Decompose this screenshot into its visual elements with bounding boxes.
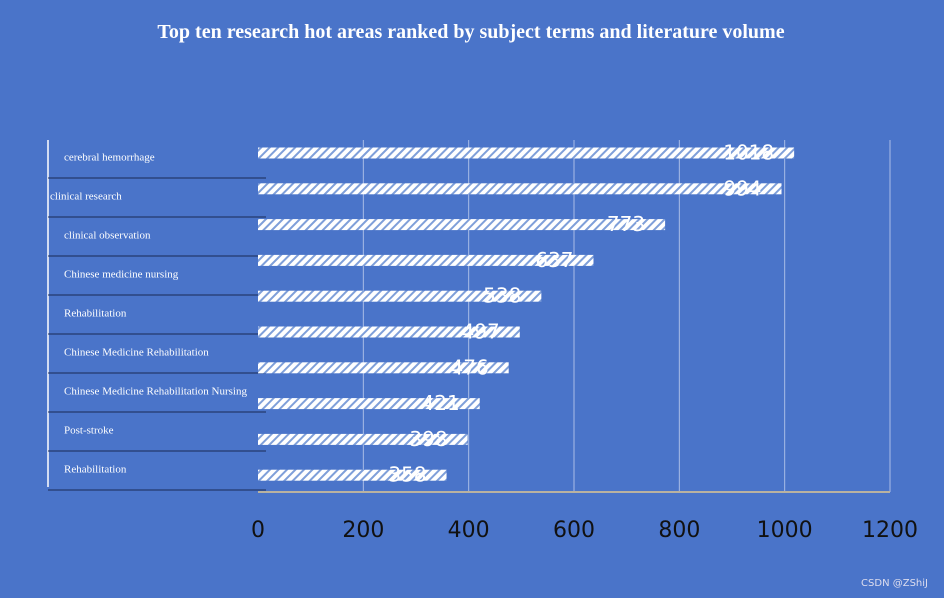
bar [258, 398, 480, 410]
bar [258, 254, 594, 266]
category-label: Post-stroke [64, 425, 114, 437]
category-label: clinical research [50, 191, 122, 203]
value-label: 358 [388, 463, 426, 487]
bar [258, 362, 509, 374]
bar [258, 219, 666, 231]
category-label: Rehabilitation [64, 308, 127, 320]
category-label: cerebral hemorrhage [64, 152, 155, 164]
x-tick-label: 0 [251, 518, 265, 543]
value-label: 773 [607, 212, 645, 236]
x-tick-label: 1000 [757, 518, 813, 543]
bar [258, 469, 447, 481]
x-tick-label: 600 [553, 518, 595, 543]
value-label: 538 [483, 284, 521, 308]
bar [258, 326, 520, 338]
value-label: 497 [462, 320, 500, 344]
value-label: 398 [409, 427, 447, 451]
bar [258, 433, 468, 445]
category-label: clinical observation [64, 230, 151, 242]
category-label: Rehabilitation [64, 464, 127, 476]
watermark: CSDN @ZShiJ [861, 578, 928, 589]
category-label: Chinese Medicine Rehabilitation Nursing [64, 386, 247, 398]
x-tick-label: 200 [342, 518, 384, 543]
value-label: 476 [451, 355, 489, 379]
x-tick-label: 1200 [862, 518, 918, 543]
x-tick-label: 800 [658, 518, 700, 543]
x-tick-label: 400 [448, 518, 490, 543]
value-label: 637 [535, 248, 573, 272]
bar [258, 290, 542, 302]
value-label: 421 [422, 391, 460, 415]
bar [258, 147, 795, 159]
value-label: 994 [723, 176, 761, 200]
chart-title: Top ten research hot areas ranked by sub… [157, 21, 784, 43]
category-label: Chinese medicine nursing [64, 269, 179, 281]
value-label: 1018 [723, 141, 774, 165]
category-label: Chinese Medicine Rehabilitation [64, 347, 209, 359]
bar [258, 183, 782, 195]
